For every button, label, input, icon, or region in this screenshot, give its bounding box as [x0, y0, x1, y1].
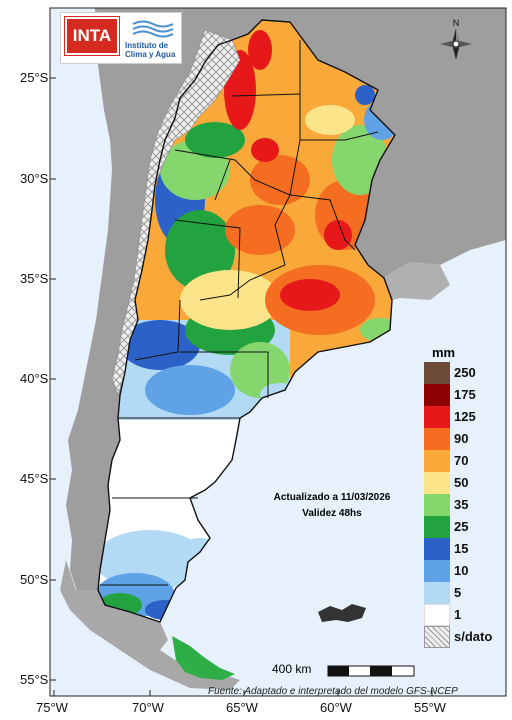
scale-bar — [327, 665, 415, 677]
lat-label-55: 55°S — [20, 672, 49, 687]
legend-swatch — [424, 450, 450, 472]
legend-item: 10 — [424, 560, 504, 582]
lat-label-50: 50°S — [20, 572, 49, 587]
legend-swatch — [424, 604, 450, 626]
legend-swatch — [424, 362, 450, 384]
tierra-del-fuego — [172, 636, 235, 680]
legend-label: 90 — [454, 431, 469, 446]
legend-item: 70 — [424, 450, 504, 472]
legend-label: 5 — [454, 585, 462, 600]
lon-label-55: 55°W — [414, 700, 446, 715]
legend-item: 125 — [424, 406, 504, 428]
legend-label: 25 — [454, 519, 469, 534]
legend-swatch — [424, 626, 450, 648]
lat-label-40: 40°S — [20, 371, 49, 386]
legend-label: 10 — [454, 563, 469, 578]
legend-label: 50 — [454, 475, 469, 490]
legend-swatch — [424, 582, 450, 604]
neighbor-chile-south — [60, 560, 240, 690]
legend-item: 175 — [424, 384, 504, 406]
legend-item: 25 — [424, 516, 504, 538]
inta-logo-mark: INTA — [65, 17, 119, 55]
neighbor-uruguay — [384, 262, 450, 300]
legend-item: 250 — [424, 362, 504, 384]
legend-swatch — [424, 560, 450, 582]
legend-label: 1 — [454, 607, 462, 622]
legend-label: 35 — [454, 497, 469, 512]
legend-item: 1 — [424, 604, 504, 626]
legend-label: s/dato — [454, 629, 493, 644]
legend-item: 35 — [424, 494, 504, 516]
scale-label: 400 km — [272, 662, 312, 676]
map-border — [49, 7, 507, 697]
legend-swatch — [424, 494, 450, 516]
legend-item: 15 — [424, 538, 504, 560]
north-label: N — [453, 18, 460, 28]
legend-label: 70 — [454, 453, 469, 468]
legend-item: 90 — [424, 428, 504, 450]
north-arrow-icon: N — [436, 18, 476, 73]
lon-label-65: 65°W — [226, 700, 258, 715]
legend-unit: mm — [432, 345, 456, 360]
lat-label-30: 30°S — [20, 171, 49, 186]
legend-label: 15 — [454, 541, 469, 556]
institute-line-2: Clima y Agua — [125, 50, 176, 59]
islas-malvinas — [318, 604, 366, 622]
axis-ticks — [50, 77, 433, 696]
legend-swatch — [424, 538, 450, 560]
lon-label-60: 60°W — [320, 700, 352, 715]
legend-label: 175 — [454, 387, 476, 402]
legend-swatch — [424, 472, 450, 494]
institute-name: Instituto de Clima y Agua — [125, 41, 175, 59]
lat-label-25: 25°S — [20, 70, 49, 85]
neighbor-land-north — [66, 8, 506, 612]
legend-label: 250 — [454, 365, 476, 380]
legend-swatch — [424, 428, 450, 450]
lat-label-35: 35°S — [20, 271, 49, 286]
legend-item: s/dato — [424, 626, 504, 648]
updated-text: Actualizado a 11/03/2026 — [273, 492, 391, 503]
legend-item: 5 — [424, 582, 504, 604]
legend-swatch — [424, 384, 450, 406]
legend-label: 125 — [454, 409, 476, 424]
inta-logo: INTA Instituto de Clima y Agua — [60, 12, 182, 64]
province-borders — [100, 40, 379, 586]
institute-line-1: Instituto de — [125, 41, 169, 50]
lon-label-70: 70°W — [132, 700, 164, 715]
legend-swatch — [424, 406, 450, 428]
source-text: Fuente: Adaptado e interpretado del mode… — [208, 686, 458, 697]
waves-icon — [132, 20, 174, 38]
validity-text: Validez 48hs — [302, 508, 362, 519]
legend-item: 50 — [424, 472, 504, 494]
legend-swatch — [424, 516, 450, 538]
lon-label-75: 75°W — [36, 700, 68, 715]
lat-label-45: 45°S — [20, 471, 49, 486]
